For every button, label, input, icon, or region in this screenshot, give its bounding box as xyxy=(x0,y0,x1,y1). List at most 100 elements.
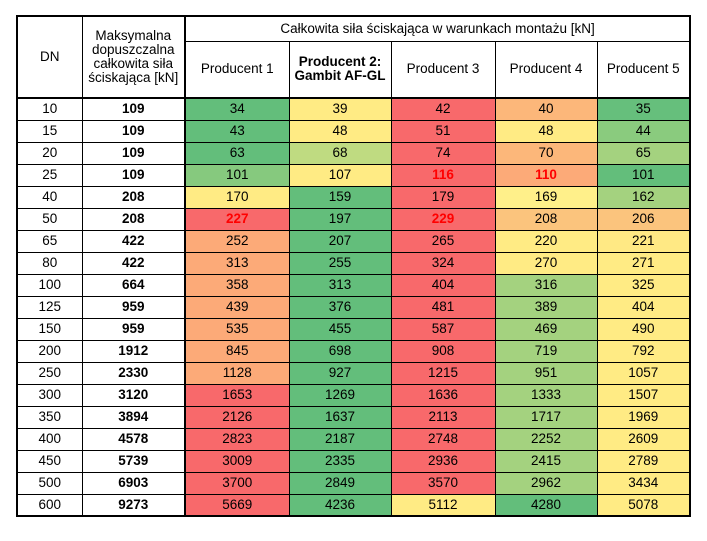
producer-5-value-cell: 490 xyxy=(596,317,692,341)
producer-header-2: Producent 2: Gambit AF-GL xyxy=(288,40,392,99)
producer-3-value-cell: 42 xyxy=(390,97,496,121)
producer-4-value-cell: 316 xyxy=(494,273,598,297)
max-force-cell: 1912 xyxy=(81,339,186,363)
producer-1-value-cell: 313 xyxy=(184,251,290,275)
table-row: 25 109 101 107 116 110 101 xyxy=(16,163,692,187)
producer-5-value-cell: 1507 xyxy=(596,383,692,407)
dn-cell: 350 xyxy=(16,405,83,429)
producer-2-value-cell: 68 xyxy=(288,141,392,165)
producer-2-value-cell: 207 xyxy=(288,229,392,253)
dn-cell: 100 xyxy=(16,273,83,297)
dn-cell: 80 xyxy=(16,251,83,275)
table-row: 15 109 43 48 51 48 44 xyxy=(16,119,692,143)
producer-4-value-cell: 389 xyxy=(494,295,598,319)
dn-header: DN xyxy=(16,15,83,99)
producer-3-value-cell: 1215 xyxy=(390,361,496,385)
producer-2-value-cell: 48 xyxy=(288,119,392,143)
max-force-cell: 109 xyxy=(81,119,186,143)
table-row: 250 2330 1128 927 1215 951 1057 xyxy=(16,361,692,385)
producer-3-value-cell: 51 xyxy=(390,119,496,143)
producer-1-value-cell: 1653 xyxy=(184,383,290,407)
table-row: 350 3894 2126 1637 2113 1717 1969 xyxy=(16,405,692,429)
producer-header-4: Producent 4 xyxy=(494,40,598,99)
table-row: 40 208 170 159 179 169 162 xyxy=(16,185,692,209)
table-row: 300 3120 1653 1269 1636 1333 1507 xyxy=(16,383,692,407)
table-row: 450 5739 3009 2335 2936 2415 2789 xyxy=(16,449,692,473)
dn-cell: 400 xyxy=(16,427,83,451)
dn-cell: 40 xyxy=(16,185,83,209)
producer-2-value-cell: 255 xyxy=(288,251,392,275)
producer-4-value-cell: 1333 xyxy=(494,383,598,407)
producer-4-value-cell: 2962 xyxy=(494,471,598,495)
producer-3-value-cell: 324 xyxy=(390,251,496,275)
producer-4-value-cell: 270 xyxy=(494,251,598,275)
dn-cell: 20 xyxy=(16,141,83,165)
max-force-cell: 109 xyxy=(81,141,186,165)
producer-1-value-cell: 845 xyxy=(184,339,290,363)
producer-header-5: Producent 5 xyxy=(596,40,692,99)
max-force-cell: 208 xyxy=(81,185,186,209)
producer-4-value-cell: 469 xyxy=(494,317,598,341)
producer-5-value-cell: 2609 xyxy=(596,427,692,451)
producer-5-value-cell: 101 xyxy=(596,163,692,187)
producer-5-value-cell: 35 xyxy=(596,97,692,121)
installation-force-group-header: Całkowita siła ściskająca w warunkach mo… xyxy=(184,15,692,42)
producer-4-value-cell: 1717 xyxy=(494,405,598,429)
max-force-cell: 2330 xyxy=(81,361,186,385)
dn-cell: 25 xyxy=(16,163,83,187)
producer-1-value-cell: 439 xyxy=(184,295,290,319)
producer-3-value-cell: 179 xyxy=(390,185,496,209)
producer-1-value-cell: 170 xyxy=(184,185,290,209)
producer-2-value-cell: 1269 xyxy=(288,383,392,407)
producer-2-value-cell: 2335 xyxy=(288,449,392,473)
max-force-cell: 3894 xyxy=(81,405,186,429)
producer-2-value-cell: 455 xyxy=(288,317,392,341)
producer-1-value-cell: 63 xyxy=(184,141,290,165)
producer-2-value-cell: 39 xyxy=(288,97,392,121)
producer-1-value-cell: 227 xyxy=(184,207,290,231)
compression-force-table: DN Maksymalna dopuszczalna całkowita sił… xyxy=(16,15,692,517)
max-force-header: Maksymalna dopuszczalna całkowita siła ś… xyxy=(81,15,186,99)
max-force-cell: 3120 xyxy=(81,383,186,407)
dn-cell: 450 xyxy=(16,449,83,473)
max-force-cell: 208 xyxy=(81,207,186,231)
producer-3-value-cell: 2748 xyxy=(390,427,496,451)
producer-3-value-cell: 229 xyxy=(390,207,496,231)
producer-3-value-cell: 5112 xyxy=(390,493,496,517)
producer-1-value-cell: 3009 xyxy=(184,449,290,473)
producer-1-value-cell: 252 xyxy=(184,229,290,253)
producer-1-value-cell: 43 xyxy=(184,119,290,143)
max-force-cell: 959 xyxy=(81,295,186,319)
producer-4-value-cell: 208 xyxy=(494,207,598,231)
table-row: 200 1912 845 698 908 719 792 xyxy=(16,339,692,363)
dn-cell: 300 xyxy=(16,383,83,407)
producer-1-value-cell: 1128 xyxy=(184,361,290,385)
table-row: 600 9273 5669 4236 5112 4280 5078 xyxy=(16,493,692,517)
dn-cell: 15 xyxy=(16,119,83,143)
producer-5-value-cell: 5078 xyxy=(596,493,692,517)
producer-3-value-cell: 265 xyxy=(390,229,496,253)
max-force-cell: 6903 xyxy=(81,471,186,495)
producer-5-value-cell: 3434 xyxy=(596,471,692,495)
max-force-cell: 422 xyxy=(81,229,186,253)
dn-cell: 65 xyxy=(16,229,83,253)
dn-cell: 250 xyxy=(16,361,83,385)
dn-cell: 10 xyxy=(16,97,83,121)
producer-4-value-cell: 40 xyxy=(494,97,598,121)
dn-cell: 500 xyxy=(16,471,83,495)
producer-5-value-cell: 271 xyxy=(596,251,692,275)
producer-1-value-cell: 358 xyxy=(184,273,290,297)
producer-5-value-cell: 325 xyxy=(596,273,692,297)
table-row: 100 664 358 313 404 316 325 xyxy=(16,273,692,297)
max-force-cell: 109 xyxy=(81,163,186,187)
producer-2-value-cell: 927 xyxy=(288,361,392,385)
producer-1-value-cell: 101 xyxy=(184,163,290,187)
producer-header-3: Producent 3 xyxy=(390,40,496,99)
producer-3-value-cell: 481 xyxy=(390,295,496,319)
producer-4-value-cell: 719 xyxy=(494,339,598,363)
producer-4-value-cell: 70 xyxy=(494,141,598,165)
producer-5-value-cell: 404 xyxy=(596,295,692,319)
table-row: 10 109 34 39 42 40 35 xyxy=(16,97,692,121)
producer-1-value-cell: 34 xyxy=(184,97,290,121)
producer-1-value-cell: 3700 xyxy=(184,471,290,495)
